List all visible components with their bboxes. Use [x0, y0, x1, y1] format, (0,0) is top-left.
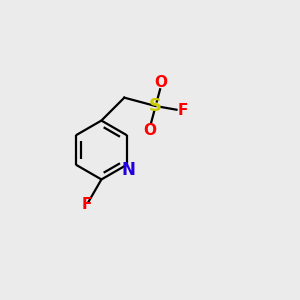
Text: O: O [154, 74, 168, 89]
Text: N: N [122, 161, 136, 179]
Text: O: O [144, 122, 157, 137]
Text: F: F [178, 103, 188, 118]
Text: S: S [149, 97, 162, 115]
Text: F: F [82, 197, 92, 212]
